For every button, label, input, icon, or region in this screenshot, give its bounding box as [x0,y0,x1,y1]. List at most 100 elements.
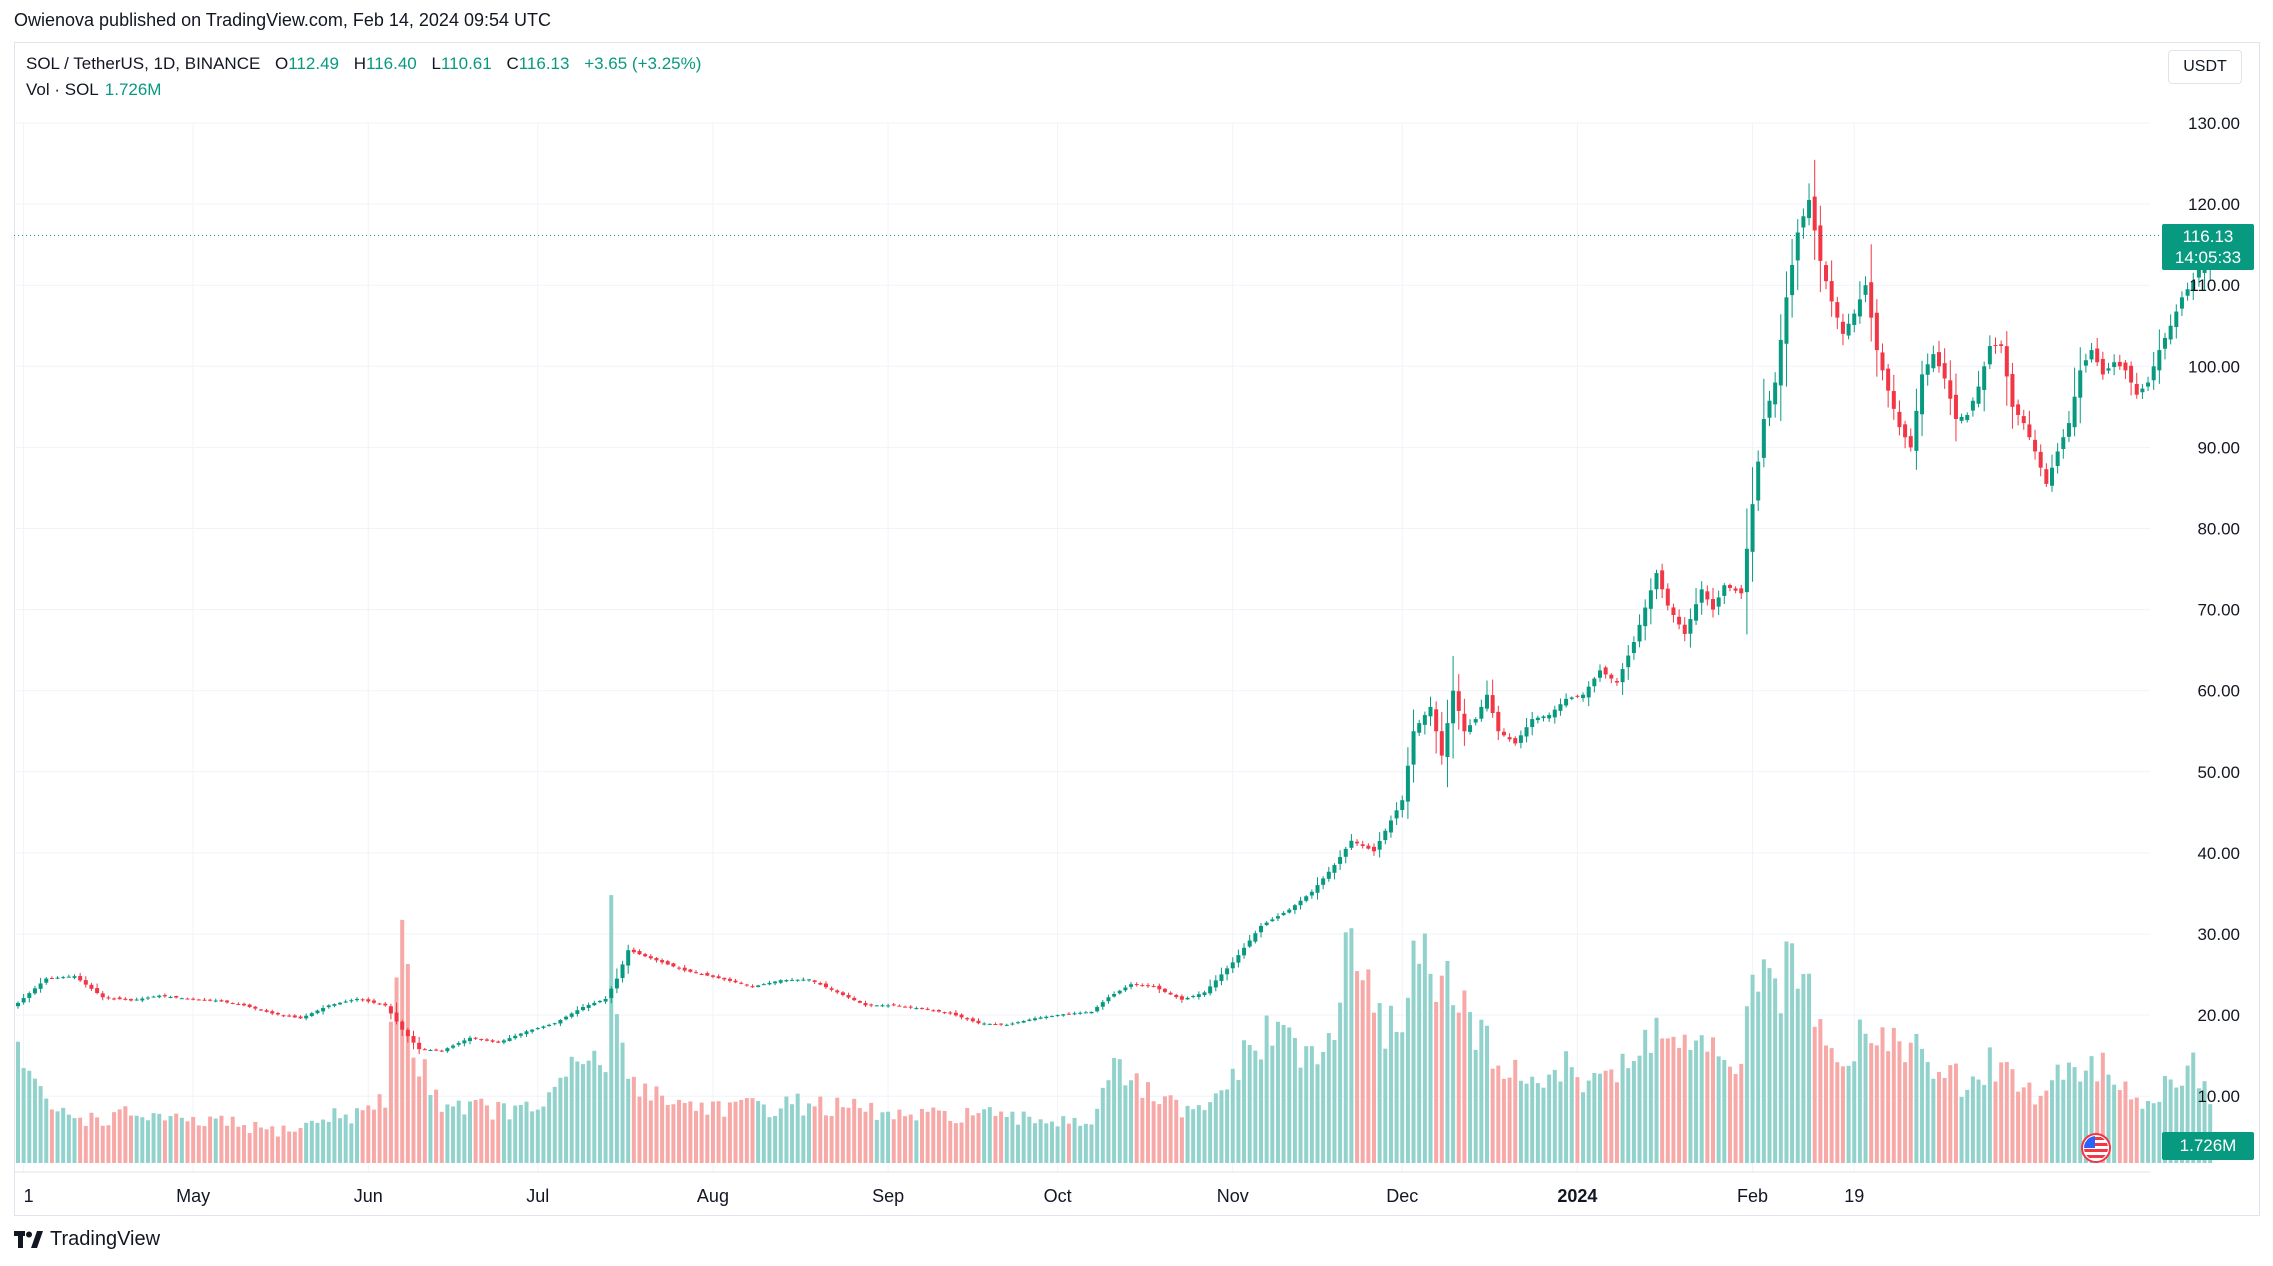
volume-bar [507,1119,512,1163]
time-tick-label: 1 [24,1186,34,1206]
time-tick-label: Jul [526,1186,549,1206]
symbol-name[interactable]: SOL / TetherUS, 1D, BINANCE [26,54,261,73]
volume-bar [694,1110,698,1163]
candle-body [671,963,676,967]
candle-body [767,982,772,985]
volume-bar [326,1121,331,1163]
volume-bar [1852,1061,1857,1163]
close-label: C [506,54,519,73]
candle-body [1829,281,1834,302]
candle-body [1694,604,1699,621]
volume-bar [903,1116,908,1163]
candle-body [1818,225,1823,261]
candle-body [1773,382,1778,405]
volume-bar [1400,1032,1405,1163]
candle-body [953,1012,958,1016]
candle-body [2140,388,2145,393]
volume-bar [1903,1062,1908,1163]
volume-bar [1513,1059,1518,1163]
volume-bar [1072,1117,1077,1163]
volume-bar [1677,1047,1682,1163]
candle-body [597,1000,602,1003]
candle-body [1744,548,1749,593]
candle-body [1518,735,1523,743]
candle-body [1157,985,1162,990]
candle-body [247,1004,252,1007]
volume-bar [479,1098,484,1163]
candle-body [2134,383,2139,395]
volume-bar [1405,997,1410,1163]
time-tick-label: Dec [1386,1186,1418,1206]
volume-bar [422,1059,427,1163]
currency-button[interactable]: USDT [2168,50,2242,84]
candle-body [2196,268,2201,278]
candle-body [846,995,851,998]
price-tick-label: 70.00 [2197,601,2240,620]
us-flag-icon[interactable] [2076,1132,2116,1164]
candle-body [1643,607,1648,627]
candle-body [874,1005,879,1007]
volume-bar [790,1104,795,1163]
change-value: +3.65 (+3.25%) [584,54,702,73]
candle-body [558,1019,563,1024]
candle-body [202,999,207,1001]
candle-body [1281,912,1286,916]
candle-body [287,1015,292,1017]
volume-bar [925,1111,930,1163]
candle-body [1338,856,1343,864]
volume-bar [1140,1097,1145,1163]
candle-body [987,1023,992,1025]
candle-body [1292,905,1297,911]
volume-bar [1309,1046,1314,1163]
volume-label[interactable]: Vol · SOL [26,80,99,99]
candle-body [807,979,811,981]
candle-body [1422,715,1427,725]
volume-bar [936,1110,941,1163]
volume-bar [1106,1080,1111,1163]
volume-bar [1530,1076,1535,1163]
tradingview-logo[interactable]: TradingView [14,1228,160,1251]
volume-bar [1507,1077,1512,1163]
volume-bar [1795,988,1800,1163]
candle-body [2100,358,2105,375]
candle-body [1089,1011,1094,1014]
candle-body [524,1031,529,1035]
volume-bar [1417,963,1422,1163]
time-axis: 1 May Jun Jul Aug Sep Oct Nov Dec 2024 Feb 19 [14,1171,2150,1206]
volume-bar [1671,1036,1676,1163]
volume-bar [1835,1062,1840,1163]
volume-bar [2174,1087,2179,1163]
volume-bar [2010,1069,2015,1163]
volume-bar [1592,1072,1597,1163]
volume-bar [1304,1046,1309,1163]
candle-body [1044,1016,1049,1019]
candle-body [999,1023,1004,1025]
volume-bar [660,1095,665,1163]
volume-bar [55,1111,60,1163]
candle-body [727,978,732,981]
candle-body [2083,360,2088,366]
candle-body [230,1002,235,1004]
candle-body [2129,365,2134,383]
candle-body [1920,374,1925,415]
volume-bar [586,1060,591,1163]
volume-bar [112,1112,117,1163]
candle-body [151,996,156,998]
volume-bar [1112,1058,1117,1163]
volume-bar [185,1121,190,1163]
candle-body [1372,846,1376,852]
candle-body [1242,947,1247,956]
volume-bar [2134,1097,2139,1163]
candle-body [2168,325,2173,340]
candle-body [750,986,755,988]
volume-bar [1699,1035,1704,1163]
volume-bar [1315,1064,1320,1163]
candle-body [1451,690,1456,724]
candle-body [575,1010,580,1014]
candle-body [157,995,162,998]
volume-bar [869,1102,874,1163]
candle-body [1530,719,1535,728]
candle-body [179,998,184,1000]
volume-bar [298,1128,303,1163]
